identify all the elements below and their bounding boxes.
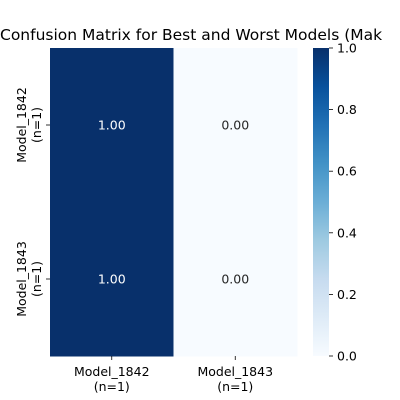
colorbar-ticks: 0.0 0.2 0.4 0.6 0.8 1.0 (329, 41, 357, 364)
heatmap-cell (50, 202, 174, 357)
heatmap-cell-labels: 1.00 0.00 1.00 0.00 (98, 118, 249, 287)
colorbar-tick-label: 1.0 (337, 41, 357, 56)
heatmap-cell (50, 48, 174, 203)
cell-label: 1.00 (98, 272, 126, 287)
heatmap-cells (50, 48, 298, 357)
cell-label: 0.00 (221, 272, 249, 287)
heatmap-cell (173, 202, 298, 357)
y-tick-label: Model_1843(n=1) (14, 241, 44, 317)
cell-label: 0.00 (221, 118, 249, 133)
heatmap-cell (173, 48, 298, 203)
colorbar-tick-label: 0.8 (337, 102, 357, 117)
colorbar-tick-label: 0.0 (337, 349, 357, 364)
colorbar-tick-label: 0.2 (337, 287, 357, 302)
chart-title: Confusion Matrix for Best and Worst Mode… (0, 26, 382, 44)
colorbar (313, 48, 329, 356)
x-axis-ticks: Model_1842 (n=1) Model_1843 (n=1) (74, 356, 273, 394)
y-axis-ticks: Model_1842(n=1) Model_1843(n=1) (14, 87, 50, 317)
colorbar-tick-label: 0.4 (337, 225, 357, 240)
x-tick-label: Model_1842 (n=1) (74, 364, 150, 394)
y-tick-label: Model_1842(n=1) (14, 87, 44, 163)
colorbar-tick-label: 0.6 (337, 164, 357, 179)
x-tick-label: Model_1843 (n=1) (197, 364, 273, 394)
cell-label: 1.00 (98, 118, 126, 133)
